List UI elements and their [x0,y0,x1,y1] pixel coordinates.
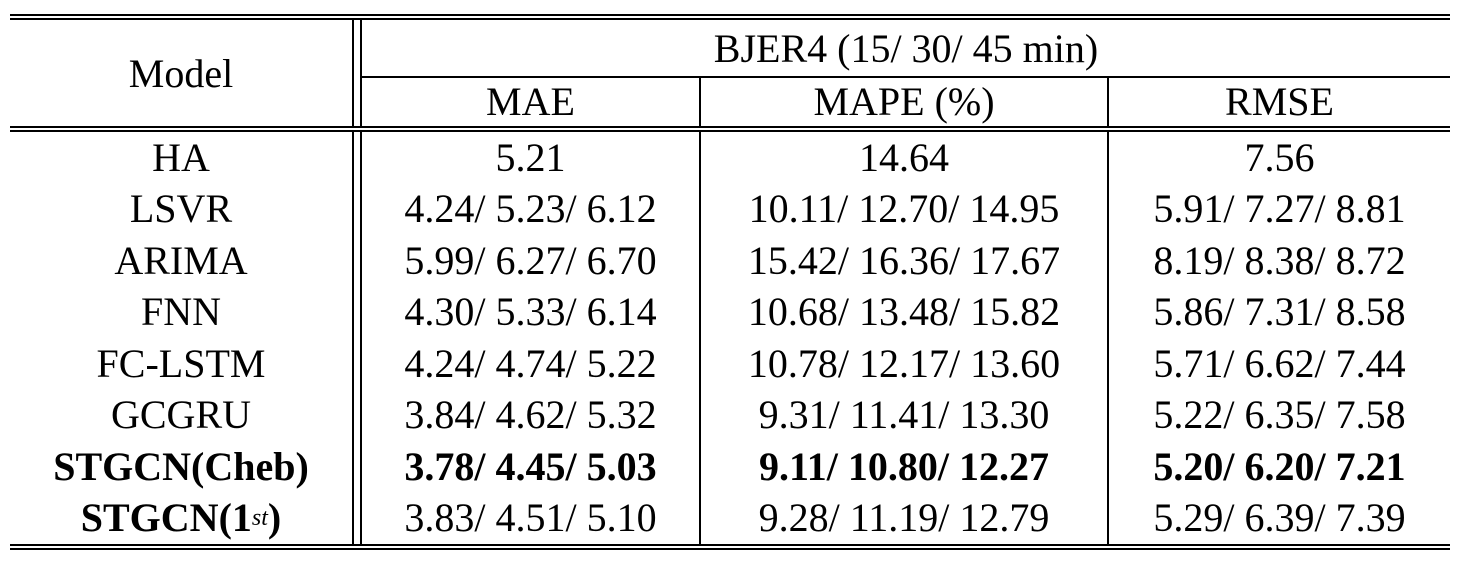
rmse-value: 5.71/ 6.62/ 7.44 [1153,340,1406,386]
rmse-value: 7.56 [1244,134,1315,180]
table-row: LSVR 4.24/ 5.23/ 6.12 10.11/ 12.70/ 14.9… [10,183,1450,235]
header-double-divider [352,20,362,126]
row-double-divider [352,492,362,544]
rmse-value: 5.29/ 6.39/ 7.39 [1153,495,1406,541]
mae-value: 3.78/ 4.45/ 5.03 [362,441,701,493]
row-double-divider [352,286,362,338]
table-row: ARIMA 5.99/ 6.27/ 6.70 15.42/ 16.36/ 17.… [10,235,1450,287]
bottom-rule [10,544,1450,550]
results-table: Model BJER4 (15/ 30/ 45 min) MAE MAPE (%… [10,14,1450,550]
model-name-base: STGCN(1 [80,495,252,541]
table-row: HA 5.21 14.64 7.56 [10,132,1450,184]
table-row-best: STGCN(Cheb) 3.78/ 4.45/ 5.03 9.11/ 10.80… [10,441,1450,493]
header-rule [10,126,1450,132]
rmse-value: 5.91/ 7.27/ 8.81 [1153,186,1406,232]
mape-value: 10.11/ 12.70/ 14.95 [701,183,1109,235]
model-name: HA [152,134,210,180]
metric-headers: MAE MAPE (%) RMSE [362,78,1450,126]
mape-value: 9.28/ 11.19/ 12.79 [701,492,1109,544]
row-double-divider [352,389,362,441]
table-header: Model BJER4 (15/ 30/ 45 min) MAE MAPE (%… [10,20,1450,126]
rmse-value: 5.20/ 6.20/ 7.21 [1153,443,1406,489]
mae-value: 3.84/ 4.62/ 5.32 [362,389,701,441]
row-double-divider [352,338,362,390]
metric-header-rmse: RMSE [1225,79,1334,124]
table-row: GCGRU 3.84/ 4.62/ 5.32 9.31/ 11.41/ 13.3… [10,389,1450,441]
mape-value: 9.31/ 11.41/ 13.30 [701,389,1109,441]
row-double-divider [352,441,362,493]
mape-value: 15.42/ 16.36/ 17.67 [701,235,1109,287]
metrics-header-group: BJER4 (15/ 30/ 45 min) MAE MAPE (%) RMSE [362,20,1450,126]
mae-value: 5.21 [362,132,701,184]
model-name: FNN [140,289,222,335]
mae-value: 4.24/ 5.23/ 6.12 [362,183,701,235]
rmse-value: 5.22/ 6.35/ 7.58 [1153,392,1406,438]
top-rule [10,14,1450,20]
mae-value: 3.83/ 4.51/ 5.10 [362,492,701,544]
dataset-header: BJER4 (15/ 30/ 45 min) [362,20,1450,78]
model-column-header: Model [128,50,234,96]
metric-header-mae: MAE [362,78,701,126]
table-row: STGCN(1 st) 3.83/ 4.51/ 5.10 9.28/ 11.19/… [10,492,1450,544]
mape-value: 10.68/ 13.48/ 15.82 [701,286,1109,338]
table-row: FC-LSTM 4.24/ 4.74/ 5.22 10.78/ 12.17/ 1… [10,338,1450,390]
model-name-suffix: ) [267,495,282,541]
model-name: STGCN(1 st) [80,495,282,541]
model-name: GCGRU [110,392,252,438]
metric-header-mape: MAPE (%) [701,78,1109,126]
row-double-divider [352,235,362,287]
table-row: FNN 4.30/ 5.33/ 6.14 10.68/ 13.48/ 15.82… [10,286,1450,338]
mae-value: 4.24/ 4.74/ 5.22 [362,338,701,390]
mape-value: 9.11/ 10.80/ 12.27 [701,441,1109,493]
rmse-value: 8.19/ 8.38/ 8.72 [1153,237,1406,283]
model-name: ARIMA [114,237,248,283]
mape-value: 10.78/ 12.17/ 13.60 [701,338,1109,390]
model-name: LSVR [129,186,233,232]
mae-value: 4.30/ 5.33/ 6.14 [362,286,701,338]
table-body: HA 5.21 14.64 7.56 LSVR 4.24/ 5.23/ 6.12… [10,132,1450,544]
model-name: FC-LSTM [96,340,266,386]
model-name: STGCN(Cheb) [53,443,309,489]
rmse-value: 5.86/ 7.31/ 8.58 [1153,289,1406,335]
mape-value: 14.64 [701,132,1109,184]
mae-value: 5.99/ 6.27/ 6.70 [362,235,701,287]
row-double-divider [352,183,362,235]
row-double-divider [352,132,362,184]
